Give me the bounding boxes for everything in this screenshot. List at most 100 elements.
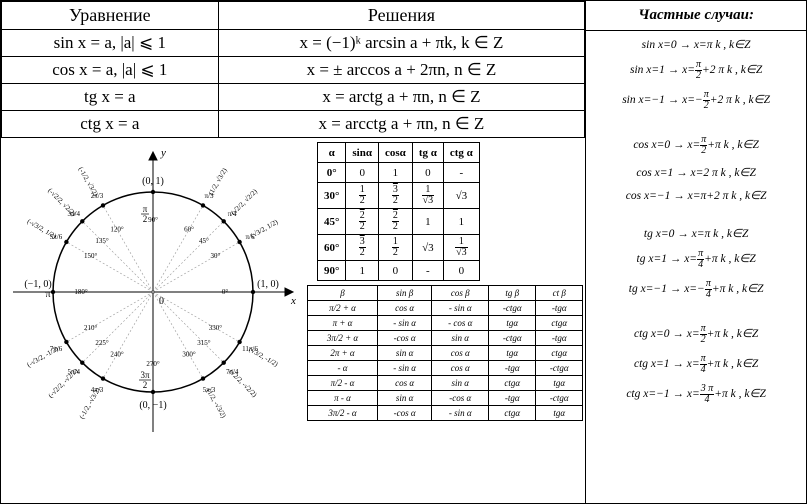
rd-cell: sin α: [432, 331, 489, 346]
unit-circle: 0°30°45°60°90°120°135°150°180°210°225°24…: [3, 142, 303, 442]
special-case: tg x=1 → x=π4+π k , k∈Z: [590, 249, 802, 270]
svg-text:(-√2/2, -√2/2): (-√2/2, -√2/2): [47, 366, 80, 399]
svg-text:240°: 240°: [110, 350, 124, 358]
rd-cell: -tgα: [489, 361, 536, 376]
eq-header-equation: Уравнение: [2, 2, 219, 30]
lower-region: 0°30°45°60°90°120°135°150°180°210°225°24…: [1, 138, 585, 503]
left-column: Уравнение Решения sin x = a, |a| ⩽ 1x = …: [1, 1, 585, 503]
svg-text:(-√3/2, 1/2): (-√3/2, 1/2): [26, 217, 58, 240]
svg-text:0°: 0°: [222, 288, 229, 296]
tv-cell: 12: [346, 183, 379, 209]
reduction-table: βsin βcos βtg βct β π/2 + αcos α- sin α-…: [307, 285, 583, 421]
rd-cell: -tgα: [536, 301, 583, 316]
svg-text:2: 2: [143, 214, 148, 224]
svg-text:(1, 0): (1, 0): [257, 279, 279, 290]
rd-header: ct β: [536, 286, 583, 301]
svg-text:x: x: [290, 295, 296, 307]
tv-cell: 60°: [318, 235, 346, 261]
svg-text:90°: 90°: [148, 216, 158, 224]
tv-cell: √3: [443, 183, 479, 209]
svg-text:π: π: [45, 289, 50, 300]
svg-text:(-√2/2, √2/2): (-√2/2, √2/2): [46, 187, 78, 219]
rd-cell: ctgα: [489, 406, 536, 421]
rd-cell: ctgα: [536, 316, 583, 331]
tv-cell: 1: [443, 209, 479, 235]
tv-cell: 90°: [318, 261, 346, 281]
special-case: cos x=1 → x=2 π k , k∈Z: [590, 165, 802, 179]
rd-cell: -cos α: [377, 331, 431, 346]
svg-text:y: y: [160, 147, 166, 159]
rd-cell: sin α: [432, 376, 489, 391]
tv-cell: 22: [379, 209, 413, 235]
rd-cell: sin α: [377, 346, 431, 361]
svg-text:150°: 150°: [84, 252, 98, 260]
rd-cell: π - α: [308, 391, 378, 406]
special-case: tg x=−1 → x=−π4+π k , k∈Z: [590, 279, 802, 300]
tv-cell: -: [412, 261, 443, 281]
rd-cell: -ctgα: [536, 391, 583, 406]
svg-text:3π: 3π: [140, 370, 150, 380]
rd-cell: 3π/2 - α: [308, 406, 378, 421]
svg-text:60°: 60°: [184, 226, 194, 234]
svg-text:(1/2, -√3/2): (1/2, -√3/2): [205, 387, 228, 419]
sol-cell: x = (−1)ᵏ arcsin a + πk, k ∈ Z: [218, 30, 585, 57]
special-case: ctg x=0 → x=π2+π k , k∈Z: [590, 324, 802, 345]
tv-cell: 0: [379, 261, 413, 281]
rd-cell: cos α: [377, 376, 431, 391]
eq-header-solutions: Решения: [218, 2, 585, 30]
rd-cell: -tgα: [536, 331, 583, 346]
rd-cell: π/2 - α: [308, 376, 378, 391]
svg-text:(-√3/2, -1/2): (-√3/2, -1/2): [26, 344, 61, 369]
eq-cell: cos x = a, |a| ⩽ 1: [2, 57, 219, 84]
tv-cell: 32: [346, 235, 379, 261]
special-case: ctg x=1 → x=π4+π k , k∈Z: [590, 354, 802, 375]
special-cases-title: Частные случаи:: [586, 1, 806, 31]
rd-cell: cos α: [432, 346, 489, 361]
special-case: cos x=0 → x=π2+π k , k∈Z: [590, 135, 802, 156]
rd-cell: - sin α: [377, 316, 431, 331]
svg-text:(√2/2, √2/2): (√2/2, √2/2): [229, 187, 259, 217]
rd-header: tg β: [489, 286, 536, 301]
special-case: cos x=−1 → x=π+2 π k , k∈Z: [590, 188, 802, 202]
svg-text:(0, 1): (0, 1): [142, 176, 164, 187]
trig-values-table: αsinαcosαtg αctg α 0°010-30°12321√3√345°…: [317, 142, 480, 281]
rd-cell: cos α: [377, 301, 431, 316]
rd-cell: sin α: [377, 391, 431, 406]
value-tables: αsinαcosαtg αctg α 0°010-30°12321√3√345°…: [307, 142, 583, 501]
rd-cell: -cos α: [432, 391, 489, 406]
svg-text:45°: 45°: [199, 237, 209, 245]
rd-cell: -ctgα: [489, 301, 536, 316]
tv-cell: 12: [379, 235, 413, 261]
rd-cell: - sin α: [432, 406, 489, 421]
rd-cell: tgα: [536, 406, 583, 421]
svg-text:(-1/2, √3/2): (-1/2, √3/2): [77, 166, 100, 198]
svg-text:(0, −1): (0, −1): [139, 400, 166, 411]
svg-text:210°: 210°: [84, 324, 98, 332]
special-cases-list: sin x=0 → x=π k , k∈Zsin x=1 → x=π2+2 π …: [586, 31, 806, 503]
svg-text:30°: 30°: [210, 252, 220, 260]
sol-cell: x = arctg a + πn, n ∈ Z: [218, 84, 585, 111]
rd-cell: 2π + α: [308, 346, 378, 361]
special-case: sin x=0 → x=π k , k∈Z: [590, 37, 802, 51]
svg-text:135°: 135°: [95, 237, 109, 245]
tv-cell: -: [443, 163, 479, 183]
tv-cell: 30°: [318, 183, 346, 209]
tv-header: sinα: [346, 143, 379, 163]
tv-cell: 0: [346, 163, 379, 183]
rd-cell: - sin α: [377, 361, 431, 376]
right-column: Частные случаи: sin x=0 → x=π k , k∈Zsin…: [585, 1, 806, 503]
rd-cell: -ctgα: [489, 331, 536, 346]
tv-cell: 22: [346, 209, 379, 235]
svg-text:330°: 330°: [209, 324, 223, 332]
svg-text:315°: 315°: [197, 339, 211, 347]
tv-cell: 45°: [318, 209, 346, 235]
tv-header: cosα: [379, 143, 413, 163]
sol-cell: x = ± arccos a + 2πn, n ∈ Z: [218, 57, 585, 84]
eq-cell: sin x = a, |a| ⩽ 1: [2, 30, 219, 57]
rd-cell: - sin α: [432, 301, 489, 316]
svg-text:(√3/2, -1/2): (√3/2, -1/2): [247, 345, 279, 368]
svg-text:120°: 120°: [110, 226, 124, 234]
tv-cell: 1: [412, 209, 443, 235]
svg-text:(1/2, √3/2): (1/2, √3/2): [207, 166, 229, 196]
rd-cell: -cos α: [377, 406, 431, 421]
